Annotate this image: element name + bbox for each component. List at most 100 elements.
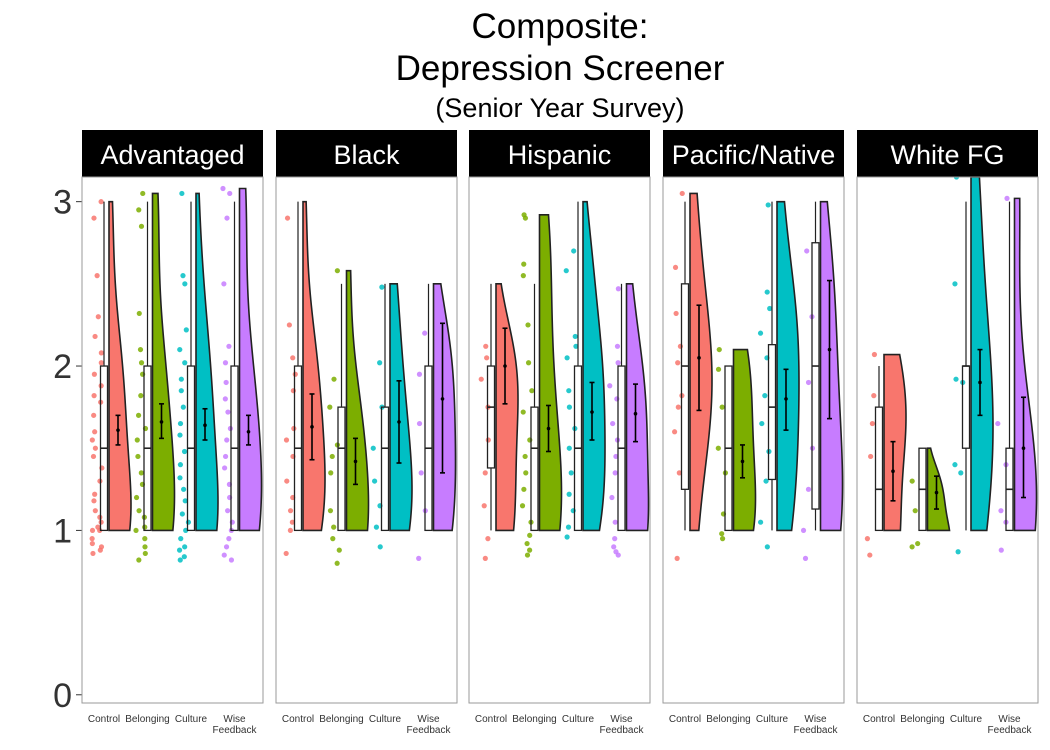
data-point [138, 470, 144, 476]
data-point [566, 388, 572, 394]
data-point [287, 508, 294, 514]
data-point [226, 536, 232, 542]
data-point [98, 544, 105, 550]
data-point [177, 475, 183, 481]
data-point [571, 248, 577, 254]
data-point [572, 333, 578, 340]
chart-subtitle: (Senior Year Survey) [435, 93, 684, 123]
violin-half [108, 200, 132, 532]
data-point [565, 524, 572, 530]
data-point [679, 190, 685, 197]
mean-point [633, 411, 638, 416]
data-point [1004, 195, 1010, 201]
data-point [92, 445, 98, 451]
panel-border [662, 176, 845, 704]
data-point [676, 470, 682, 476]
data-point [379, 284, 385, 290]
x-tick-label: Culture [562, 714, 595, 725]
data-point [864, 536, 871, 542]
facet-strip [857, 130, 1038, 177]
violin-half [238, 187, 263, 532]
panel-border [81, 176, 264, 704]
data-point [91, 371, 97, 377]
data-point [223, 544, 230, 550]
x-tick-label: Wise Feedback [600, 714, 645, 736]
data-point [136, 310, 142, 317]
x-tick-label-line: Wise [223, 714, 246, 725]
data-point [615, 286, 621, 292]
group-culture [370, 283, 413, 550]
group-control [478, 283, 519, 561]
data-point [91, 498, 97, 504]
data-point [519, 503, 526, 509]
data-point [958, 470, 964, 476]
group-belonging [715, 346, 757, 542]
data-point [283, 437, 290, 443]
data-point [759, 420, 765, 427]
data-point [284, 478, 290, 484]
data-point [521, 212, 527, 218]
data-point [370, 445, 376, 451]
violin-half [432, 283, 457, 532]
x-tick-label: Culture [369, 714, 402, 725]
data-point [953, 177, 960, 180]
data-point [377, 360, 383, 366]
data-point [142, 544, 148, 550]
box [680, 283, 690, 490]
x-tick-label: Belonging [706, 714, 750, 725]
data-point [422, 330, 428, 336]
panel-plot-area [89, 185, 263, 563]
facet-strip [469, 130, 650, 177]
x-tick-label-line: Wise [610, 714, 633, 725]
box [767, 344, 777, 481]
data-point [612, 519, 618, 525]
mean-point [934, 490, 939, 495]
data-point [95, 524, 101, 530]
facet-strip [663, 130, 844, 177]
data-point [566, 445, 572, 451]
data-point [484, 355, 490, 361]
panel-plot-area [283, 200, 457, 566]
data-point [909, 478, 915, 484]
y-tick-label: 3 [53, 184, 72, 222]
panel-border [856, 176, 1039, 704]
data-point [481, 503, 487, 509]
data-point [764, 544, 770, 550]
data-point [221, 552, 227, 558]
data-point [92, 429, 98, 435]
data-point [525, 360, 532, 366]
data-point [178, 536, 184, 542]
facet-label: Black [333, 140, 400, 170]
violin-half [732, 348, 757, 532]
data-point [416, 371, 423, 377]
data-point [529, 388, 535, 394]
group-wise-feedback [995, 195, 1038, 553]
data-point [177, 420, 184, 427]
data-point [95, 314, 101, 320]
data-point [136, 508, 142, 514]
data-point [133, 527, 139, 534]
data-point [521, 486, 527, 492]
data-point [909, 544, 915, 550]
data-point [672, 264, 679, 271]
data-point [133, 494, 140, 501]
data-point [220, 185, 226, 192]
data-point [291, 425, 297, 432]
x-tick-label-line: Wise [417, 714, 440, 725]
box [961, 365, 971, 449]
violin-half [970, 177, 994, 532]
data-point [182, 281, 188, 287]
x-tick-label: Wise Feedback [988, 714, 1033, 736]
x-tick-label-line: Wise [998, 714, 1021, 725]
violin-half [926, 447, 951, 532]
data-point [226, 343, 232, 349]
data-point [179, 511, 185, 517]
data-point [915, 540, 921, 547]
data-point [180, 404, 186, 410]
data-point [185, 519, 192, 525]
data-point [136, 557, 142, 563]
violin-half [151, 192, 176, 532]
data-point [92, 508, 98, 514]
data-point [612, 536, 618, 542]
